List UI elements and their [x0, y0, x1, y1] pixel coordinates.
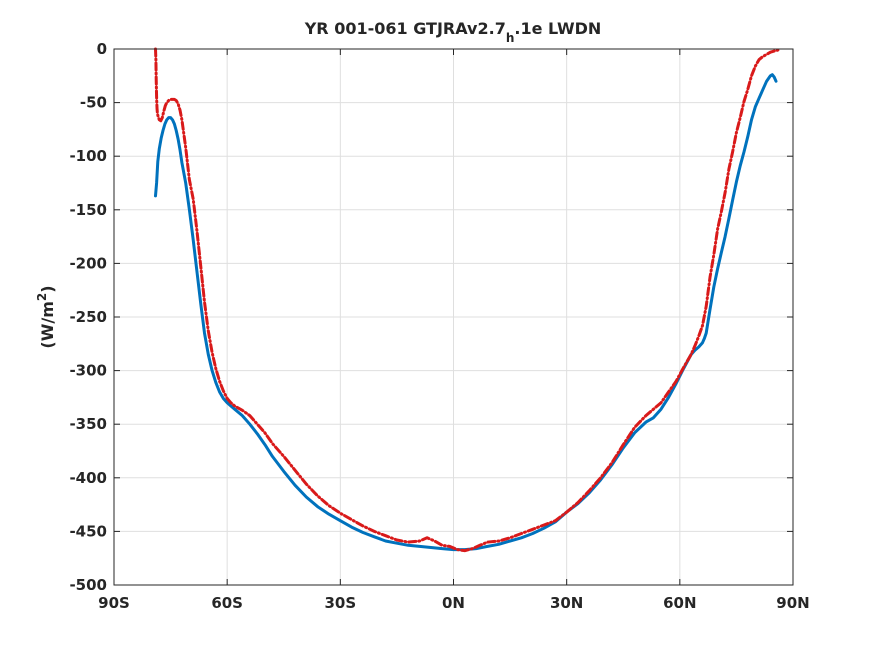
x-tick-label: 90N	[776, 594, 809, 612]
tick-marks	[113, 48, 794, 586]
x-tick-label: 90S	[98, 594, 130, 612]
series-line-1	[154, 73, 778, 552]
x-tick-label: 0N	[442, 594, 465, 612]
y-tick-label: -50	[80, 94, 107, 112]
plot-area: 90S 60S 30S 0N 30N 60N 90N 0 -50 -100 -150 -200 -250…	[69, 40, 809, 612]
chart-title-subscript: h	[506, 31, 515, 45]
chart-title: YR 001-061 GTJRAv2.7h.1e LWDN	[304, 19, 602, 45]
y-tick-label: -200	[69, 254, 107, 272]
y-axis-label: (W/m2)	[35, 285, 57, 348]
y-tick-label: -400	[69, 469, 107, 487]
y-axis-label-superscript: 2	[35, 293, 49, 301]
y-axis-label-text: (W/m	[38, 301, 57, 348]
y-tick-label: -450	[69, 522, 107, 540]
series-lines	[154, 47, 780, 553]
y-tick-label: -300	[69, 362, 107, 380]
chart-title-suffix: .1e LWDN	[514, 19, 601, 38]
x-tick-label: 30N	[550, 594, 583, 612]
y-tick-label: -350	[69, 415, 107, 433]
series-line-2	[154, 47, 780, 553]
y-tick-label: -500	[69, 576, 107, 594]
chart-title-prefix: YR 001-061 GTJRAv2.7	[304, 19, 506, 38]
y-tick-label: 0	[97, 40, 107, 58]
y-axis-label-close: )	[38, 285, 57, 292]
x-tick-label: 30S	[324, 594, 356, 612]
y-tick-label: -150	[69, 201, 107, 219]
y-tick-label: -250	[69, 308, 107, 326]
x-tick-label: 60S	[211, 594, 243, 612]
x-tick-label: 60N	[663, 594, 696, 612]
grid-lines	[114, 49, 793, 585]
tick-labels: 90S 60S 30S 0N 30N 60N 90N 0 -50 -100 -150 -200 -250…	[69, 40, 809, 612]
y-tick-label: -100	[69, 147, 107, 165]
